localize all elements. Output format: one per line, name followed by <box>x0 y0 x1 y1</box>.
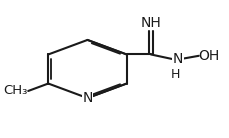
Text: CH₃: CH₃ <box>3 84 27 97</box>
Text: H: H <box>170 68 180 81</box>
Text: OH: OH <box>198 49 219 63</box>
Text: N: N <box>172 52 183 66</box>
Text: NH: NH <box>140 16 161 30</box>
Text: N: N <box>82 91 92 105</box>
